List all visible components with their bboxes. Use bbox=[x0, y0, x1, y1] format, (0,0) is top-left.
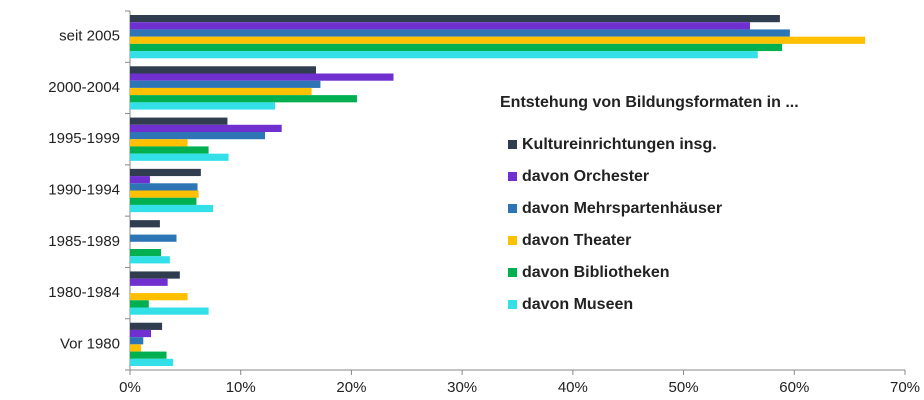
x-tick-label: 50% bbox=[669, 379, 699, 396]
bar bbox=[130, 95, 357, 103]
legend-swatch bbox=[508, 236, 517, 245]
bar bbox=[130, 271, 180, 279]
legend-swatch bbox=[508, 172, 517, 181]
bar bbox=[130, 300, 149, 308]
legend-label: davon Theater bbox=[522, 232, 631, 249]
bar bbox=[130, 73, 394, 81]
bar bbox=[130, 36, 866, 44]
bar bbox=[130, 132, 266, 140]
legend-label: davon Bibliotheken bbox=[522, 264, 670, 281]
bar bbox=[130, 293, 188, 301]
y-tick-label: 1995-1999 bbox=[48, 130, 120, 147]
legend-title: Entstehung von Bildungsformaten in ... bbox=[500, 94, 799, 111]
x-tick-label: 10% bbox=[226, 379, 256, 396]
x-tick-label: 20% bbox=[336, 379, 366, 396]
bar bbox=[130, 176, 150, 184]
legend-swatch bbox=[508, 140, 517, 149]
x-tick-label: 70% bbox=[890, 379, 920, 396]
bar bbox=[130, 351, 167, 359]
x-tick-label: 0% bbox=[119, 379, 141, 396]
bar bbox=[130, 234, 177, 242]
bar bbox=[130, 278, 168, 286]
bar bbox=[130, 15, 780, 23]
bar bbox=[130, 329, 152, 338]
y-tick-label: Vor 1980 bbox=[60, 335, 120, 352]
bar bbox=[130, 22, 750, 30]
x-tick-label: 30% bbox=[447, 379, 477, 396]
y-tick-label: 1990-1994 bbox=[48, 181, 120, 198]
bar bbox=[130, 307, 209, 315]
bar bbox=[130, 66, 316, 74]
bar bbox=[130, 168, 201, 177]
bar bbox=[130, 337, 144, 345]
bar bbox=[130, 117, 228, 125]
bar bbox=[130, 256, 170, 264]
y-tick-label: 2000-2004 bbox=[48, 79, 120, 96]
bar bbox=[130, 43, 783, 52]
legend-swatch bbox=[508, 300, 517, 309]
bar bbox=[130, 249, 161, 257]
legend-label: davon Museen bbox=[522, 296, 633, 313]
legend-label: davon Mehrspartenhäuser bbox=[522, 200, 722, 217]
y-tick-label: seit 2005 bbox=[59, 28, 120, 45]
bar bbox=[130, 344, 142, 352]
bar bbox=[130, 153, 229, 161]
bar bbox=[130, 124, 282, 132]
bar bbox=[130, 87, 312, 96]
bar bbox=[130, 322, 163, 330]
bar bbox=[130, 220, 160, 228]
bar bbox=[130, 190, 199, 198]
x-tick-label: 60% bbox=[779, 379, 809, 396]
y-tick-label: 1985-1989 bbox=[48, 233, 120, 250]
x-tick-label: 40% bbox=[558, 379, 588, 396]
bar bbox=[130, 183, 198, 191]
bar bbox=[130, 29, 790, 37]
bar bbox=[130, 139, 188, 147]
bar bbox=[130, 102, 276, 110]
bar bbox=[130, 197, 197, 205]
legend-swatch bbox=[508, 204, 517, 213]
legend-swatch bbox=[508, 268, 517, 277]
bar bbox=[130, 51, 758, 59]
bar bbox=[130, 146, 209, 154]
bar bbox=[130, 358, 174, 366]
legend-label: Kultureinrichtungen insg. bbox=[522, 136, 717, 153]
bar bbox=[130, 204, 214, 213]
y-tick-label: 1980-1984 bbox=[48, 284, 120, 301]
legend-label: davon Orchester bbox=[522, 168, 649, 185]
bar bbox=[130, 80, 321, 88]
